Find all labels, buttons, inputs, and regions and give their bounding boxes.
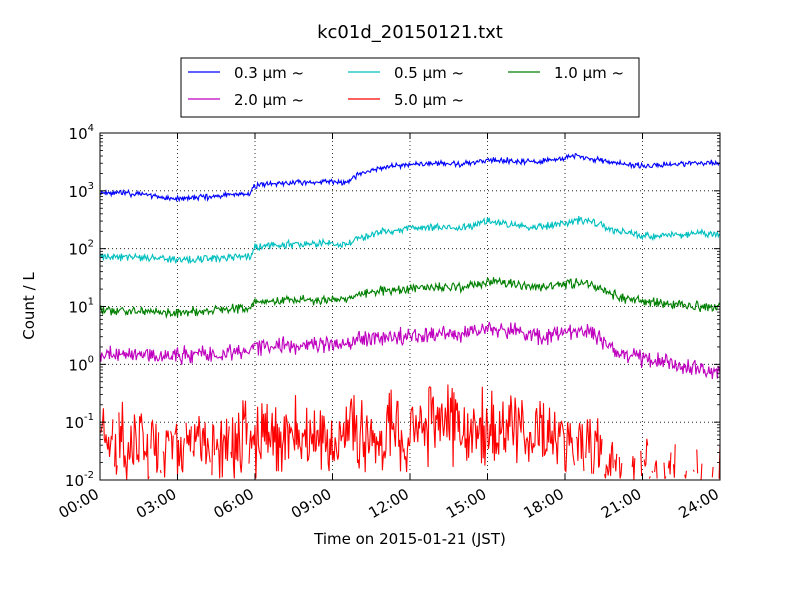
y-tick-label: 104 bbox=[69, 123, 94, 143]
x-tick-label: 24:00 bbox=[676, 485, 722, 522]
x-tick-label: 03:00 bbox=[133, 485, 179, 522]
y-tick-label: 10-2 bbox=[65, 470, 94, 490]
y-tick-label: 100 bbox=[69, 354, 94, 374]
series-line-4 bbox=[100, 384, 721, 480]
x-tick-label: 21:00 bbox=[598, 485, 644, 522]
y-tick-label: 101 bbox=[69, 297, 94, 317]
y-tick-label: 103 bbox=[69, 181, 94, 201]
y-tick-labels: 10-2 10-1 100 101 102 103 104 bbox=[65, 123, 94, 490]
legend-label-0: 0.3 µm ~ bbox=[234, 64, 304, 82]
x-axis-label: Time on 2015-01-21 (JST) bbox=[313, 530, 506, 548]
x-tick-labels: 00:00 03:00 06:00 09:00 12:00 15:00 18:00 21:00… bbox=[56, 485, 722, 522]
x-tick-label: 12:00 bbox=[366, 485, 412, 522]
series-line-3 bbox=[99, 321, 721, 380]
y-tick-label: 10-1 bbox=[65, 412, 94, 432]
ticks bbox=[99, 132, 721, 481]
x-tick-label: 09:00 bbox=[288, 485, 334, 522]
legend: 0.3 µm ~ 0.5 µm ~ 1.0 µm ~ 2.0 µm ~ 5.0 µm ~ bbox=[180, 57, 640, 118]
series-line-2 bbox=[99, 276, 721, 319]
x-tick-label: 00:00 bbox=[56, 485, 102, 522]
x-tick-label: 15:00 bbox=[443, 485, 489, 522]
legend-label-1: 0.5 µm ~ bbox=[394, 64, 464, 82]
x-tick-label: 06:00 bbox=[211, 485, 257, 522]
series-line-0 bbox=[99, 152, 721, 203]
legend-label-2: 1.0 µm ~ bbox=[554, 64, 624, 82]
legend-label-3: 2.0 µm ~ bbox=[234, 91, 304, 109]
grid bbox=[100, 133, 720, 480]
series-group bbox=[99, 152, 721, 480]
legend-box bbox=[180, 57, 640, 118]
x-tick-label: 18:00 bbox=[521, 485, 567, 522]
chart-title: kc01d_20150121.txt bbox=[317, 22, 503, 43]
y-tick-label: 102 bbox=[69, 239, 94, 259]
y-axis-label: Count / L bbox=[20, 272, 38, 340]
series-line-1 bbox=[99, 215, 721, 265]
legend-label-4: 5.0 µm ~ bbox=[394, 91, 464, 109]
